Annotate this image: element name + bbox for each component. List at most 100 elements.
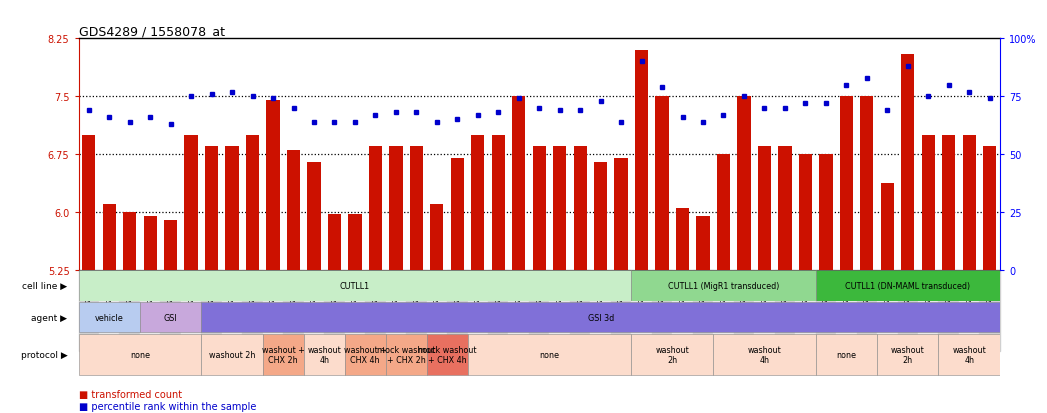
Bar (164, 220, 177, 270)
Bar (734, 270, 754, 351)
Text: vehicle: vehicle (95, 313, 124, 322)
Text: CUTLL1 (DN-MAML transduced): CUTLL1 (DN-MAML transduced) (845, 281, 971, 290)
Bar (840, 97, 853, 270)
Bar (426, 270, 447, 351)
Text: washout
2h: washout 2h (655, 345, 689, 364)
Bar (385, 270, 406, 351)
Bar (570, 270, 591, 351)
Bar (962, 135, 976, 270)
Bar (344, 270, 365, 351)
Bar (385, 334, 426, 375)
Bar (615, 159, 628, 270)
Text: washout +
CHX 2h: washout + CHX 2h (262, 345, 305, 364)
Text: washout 2h: washout 2h (209, 350, 255, 359)
Bar (304, 270, 325, 351)
Bar (983, 147, 997, 270)
Bar (263, 334, 304, 375)
Bar (365, 270, 385, 351)
Bar (284, 270, 304, 351)
Bar (631, 270, 652, 351)
Bar (225, 147, 239, 270)
Bar (160, 270, 181, 351)
Bar (942, 135, 955, 270)
Bar (672, 270, 693, 351)
Bar (201, 334, 263, 375)
Bar (389, 147, 402, 270)
Bar (287, 151, 300, 270)
Bar (201, 302, 1000, 332)
Bar (574, 147, 586, 270)
Bar (901, 55, 914, 270)
Bar (856, 270, 877, 351)
Bar (242, 270, 263, 351)
Bar (713, 270, 734, 351)
Text: CUTLL1 (MigR1 transduced): CUTLL1 (MigR1 transduced) (668, 281, 779, 290)
Bar (676, 209, 689, 270)
Bar (837, 270, 856, 351)
Bar (819, 154, 832, 270)
Bar (184, 135, 198, 270)
Bar (79, 270, 99, 351)
Bar (512, 97, 526, 270)
Text: washout
4h: washout 4h (308, 345, 341, 364)
Bar (450, 159, 464, 270)
Bar (246, 135, 260, 270)
Bar (897, 270, 918, 351)
Text: GSI 3d: GSI 3d (587, 313, 614, 322)
Bar (471, 135, 485, 270)
Bar (921, 135, 935, 270)
Bar (634, 51, 648, 270)
Text: protocol ▶: protocol ▶ (21, 350, 67, 359)
Text: none: none (837, 350, 856, 359)
Bar (205, 147, 218, 270)
Bar (406, 270, 426, 351)
Bar (82, 135, 95, 270)
Bar (652, 270, 672, 351)
Bar (816, 271, 1000, 301)
Bar (918, 270, 938, 351)
Bar (430, 205, 444, 270)
Bar (775, 270, 795, 351)
Bar (693, 270, 713, 351)
Text: agent ▶: agent ▶ (31, 313, 67, 322)
Text: none: none (539, 350, 559, 359)
Bar (201, 270, 222, 351)
Bar (816, 334, 877, 375)
Bar (325, 270, 344, 351)
Bar (799, 154, 812, 270)
Bar (631, 334, 713, 375)
Bar (143, 216, 157, 270)
Text: GSI: GSI (163, 313, 178, 322)
Bar (938, 334, 1000, 375)
Bar (529, 270, 550, 351)
Text: cell line ▶: cell line ▶ (22, 281, 67, 290)
Bar (349, 215, 361, 270)
Bar (717, 154, 730, 270)
Bar (591, 270, 610, 351)
Bar (468, 270, 488, 351)
Bar (181, 270, 201, 351)
Text: washout
4h: washout 4h (953, 345, 986, 364)
Bar (861, 97, 873, 270)
Bar (344, 334, 385, 375)
Bar (79, 334, 201, 375)
Bar (266, 101, 280, 270)
Bar (795, 270, 816, 351)
Bar (492, 135, 505, 270)
Bar (263, 270, 284, 351)
Text: washout
2h: washout 2h (891, 345, 925, 364)
Bar (713, 334, 816, 375)
Bar (737, 97, 751, 270)
Bar (877, 270, 897, 351)
Bar (79, 302, 140, 332)
Text: mock washout
+ CHX 4h: mock washout + CHX 4h (418, 345, 476, 364)
Text: CUTLL1: CUTLL1 (340, 281, 370, 290)
Bar (468, 334, 631, 375)
Bar (696, 216, 710, 270)
Bar (222, 270, 242, 351)
Bar (754, 270, 775, 351)
Bar (655, 97, 669, 270)
Bar (119, 270, 140, 351)
Text: washout +
CHX 4h: washout + CHX 4h (343, 345, 386, 364)
Text: ■ percentile rank within the sample: ■ percentile rank within the sample (79, 401, 255, 411)
